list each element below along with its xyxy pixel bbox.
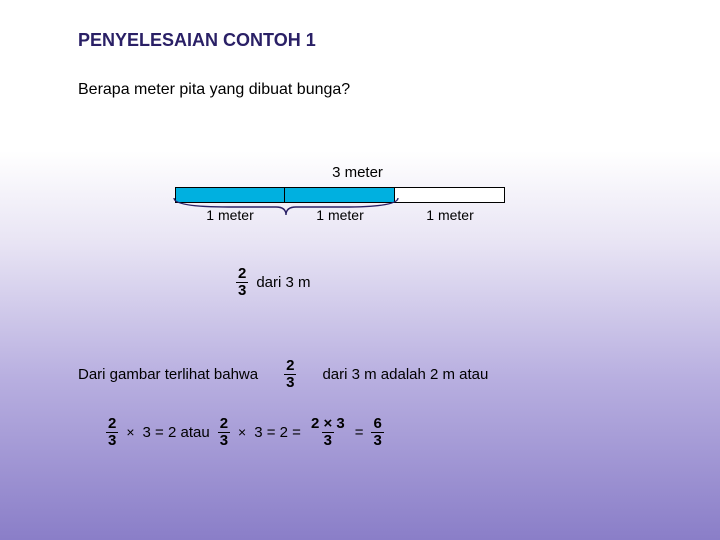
frac-num: 2 — [284, 358, 296, 374]
frac-den: 3 — [236, 282, 248, 299]
frac-num: 6 — [371, 416, 383, 432]
frac-den: 3 — [218, 432, 230, 449]
line2-post: dari 3 m adalah 2 m atau — [322, 366, 488, 383]
line2-pre: Dari gambar terlihat bahwa — [78, 366, 258, 383]
segment-3-label: 1 meter — [395, 207, 505, 223]
fraction-dari-row: 2 3 dari 3 m — [236, 266, 311, 299]
frac-num: 2 — [106, 416, 118, 432]
frac-den: 3 — [106, 432, 118, 449]
eq-1: 3 = 2 atau — [143, 424, 210, 441]
fraction-2-3: 2 3 — [236, 266, 248, 299]
times-1: × — [126, 424, 134, 440]
eq-3: = — [355, 424, 364, 441]
frac-den: 3 — [284, 374, 296, 391]
question-text: Berapa meter pita yang dibuat bunga? — [78, 81, 720, 99]
frac-d: 6 3 — [371, 416, 383, 449]
brace-icon — [172, 196, 400, 218]
frac-den: 3 — [322, 432, 334, 449]
dari-text: dari 3 m — [256, 274, 310, 291]
frac-c: 2 × 3 3 — [309, 416, 347, 449]
slide-title: PENYELESAIAN CONTOH 1 — [78, 30, 720, 51]
frac-b: 2 3 — [218, 416, 230, 449]
explanation-line: Dari gambar terlihat bahwa 2 3 dari 3 m … — [78, 358, 488, 391]
fraction-2-3-b: 2 3 — [284, 358, 296, 391]
eq-2: 3 = 2 = — [254, 424, 301, 441]
ribbon-diagram: 3 meter 1 meter 1 meter 1 meter — [150, 164, 510, 207]
frac-a: 2 3 — [106, 416, 118, 449]
total-length-label: 3 meter — [205, 164, 510, 181]
equation-line: 2 3 × 3 = 2 atau 2 3 × 3 = 2 = 2 × 3 3 =… — [106, 416, 384, 449]
segment-3 — [395, 188, 504, 202]
frac-den: 3 — [371, 432, 383, 449]
times-2: × — [238, 424, 246, 440]
frac-num: 2 — [218, 416, 230, 432]
frac-num: 2 — [236, 266, 248, 282]
frac-num: 2 × 3 — [309, 416, 347, 432]
